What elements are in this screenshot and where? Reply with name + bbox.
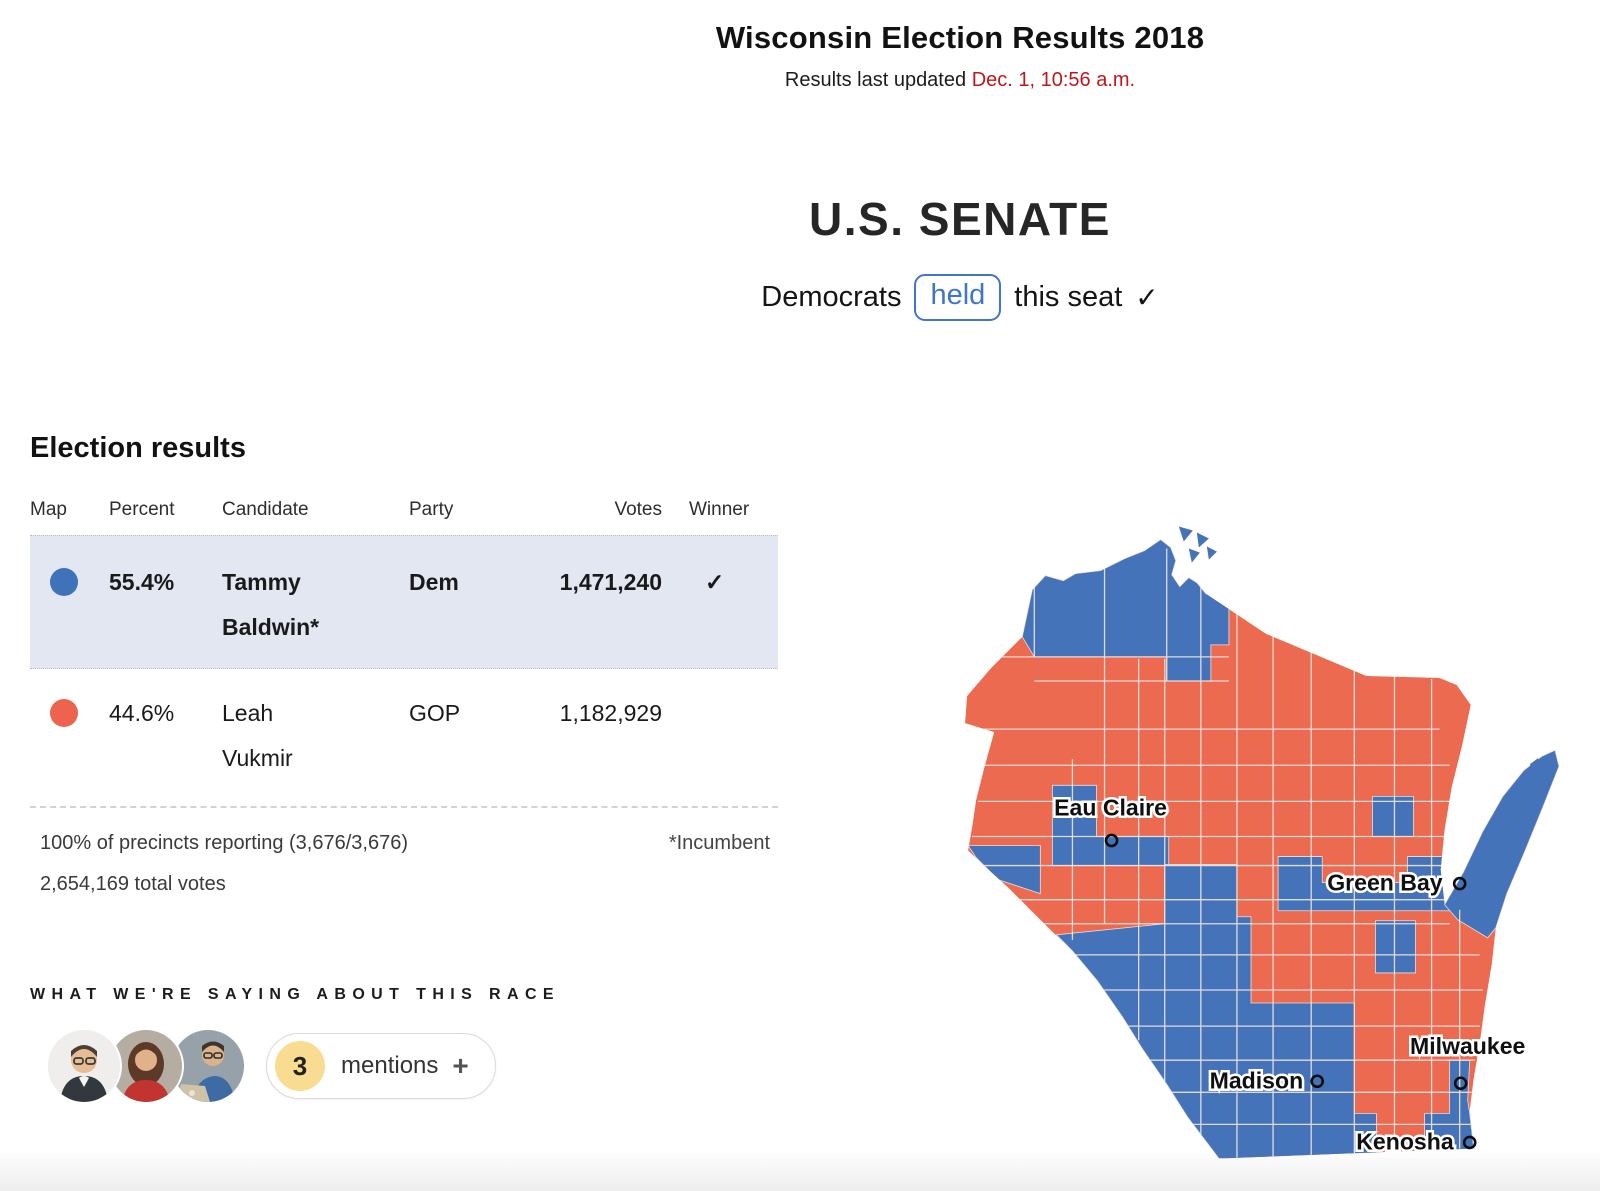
- city-label-eau-claire: Eau Claire: [1054, 794, 1167, 820]
- last-updated: Results last updated Dec. 1, 10:56 a.m.: [320, 69, 1600, 92]
- avatar-author-2[interactable]: [110, 1030, 182, 1102]
- city-label-milwaukee: Milwaukee: [1410, 1033, 1526, 1059]
- votes-value: 1,182,929: [559, 699, 662, 726]
- expand-plus-icon: +: [452, 1050, 469, 1081]
- county-borders: [968, 548, 1483, 1159]
- city-label-green-bay: Green Bay: [1327, 870, 1443, 896]
- commentary-heading: WHAT WE'RE SAYING ABOUT THIS RACE: [30, 986, 560, 1003]
- held-badge: held: [914, 274, 1002, 321]
- table-row-runnerup: 44.6% Leah Vukmir GOP 1,182,929: [30, 669, 778, 797]
- avatar-photo-man-laptop: [172, 1030, 244, 1102]
- party-value: GOP: [409, 699, 461, 726]
- race-status: Democrats held this seat ✓: [320, 274, 1600, 321]
- wisconsin-results-map[interactable]: Eau Claire Green Bay Milwaukee Madison K…: [938, 518, 1560, 1166]
- wisconsin-county-map[interactable]: Eau Claire Green Bay Milwaukee Madison K…: [938, 518, 1560, 1166]
- status-check-icon: ✓: [1135, 281, 1159, 313]
- city-label-madison: Madison: [1210, 1067, 1304, 1093]
- election-results-section: Election results Map Percent Candidate P…: [30, 432, 778, 896]
- commentary-section: WHAT WE'RE SAYING ABOUT THIS RACE: [30, 986, 770, 1102]
- table-row-winner: 55.4% Tammy Baldwin* Dem 1,471,240 ✓: [30, 535, 778, 669]
- precincts-note: 100% of precincts reporting (3,676/3,676…: [40, 832, 408, 855]
- city-marker-eau-claire: [1104, 833, 1119, 848]
- city-labels: Eau Claire Green Bay Milwaukee Madison K…: [1052, 792, 1528, 1157]
- page-title: Wisconsin Election Results 2018: [715, 20, 1205, 55]
- gop-map-dot: [50, 698, 78, 727]
- avatar-author-3[interactable]: [172, 1030, 244, 1102]
- city-marker-milwaukee: [1453, 1076, 1468, 1091]
- county-shape: [1375, 920, 1416, 974]
- col-header-map: Map: [30, 499, 67, 520]
- percent-value: 55.4%: [109, 569, 175, 595]
- mentions-label: mentions: [341, 1052, 439, 1079]
- page-header: Wisconsin Election Results 2018 Results …: [320, 0, 1600, 321]
- city-label-kenosha: Kenosha: [1356, 1128, 1454, 1154]
- candidate-name: Tammy Baldwin*: [222, 569, 320, 640]
- author-avatars[interactable]: [30, 1030, 244, 1102]
- county-shape: [1371, 795, 1414, 837]
- mentions-count-badge: 3: [275, 1041, 325, 1091]
- city-marker-green-bay: [1452, 876, 1467, 891]
- total-votes: 2,654,169 total votes: [40, 873, 226, 896]
- county-shape: [967, 845, 1041, 895]
- winner-check-icon: ✓: [705, 569, 725, 595]
- results-table-header: Map Percent Candidate Party Votes Winner: [30, 499, 778, 535]
- status-party: Democrats: [761, 280, 902, 313]
- col-header-candidate: Candidate: [222, 499, 309, 520]
- island-shapes: [1178, 526, 1542, 793]
- avatar-photo-man-suit: [48, 1030, 120, 1102]
- dem-counties[interactable]: [967, 539, 1559, 1161]
- city-marker-kenosha: [1462, 1135, 1477, 1150]
- col-header-party: Party: [409, 499, 454, 520]
- last-updated-time: Dec. 1, 10:56 a.m.: [971, 69, 1136, 91]
- incumbent-note: *Incumbent: [668, 832, 770, 855]
- footer-band: [0, 1153, 1600, 1191]
- votes-value: 1,471,240: [559, 569, 662, 595]
- last-updated-prefix: Results last updated: [784, 69, 967, 91]
- dem-map-dot: [50, 568, 78, 596]
- col-header-votes: Votes: [614, 499, 662, 520]
- col-header-winner: Winner: [689, 499, 750, 520]
- city-marker-madison: [1310, 1074, 1325, 1089]
- col-header-percent: Percent: [109, 499, 175, 520]
- candidate-name: Leah Vukmir: [222, 699, 293, 771]
- party-value: Dem: [409, 569, 459, 595]
- status-suffix: this seat: [1014, 280, 1123, 313]
- race-title: U.S. SENATE: [809, 193, 1111, 245]
- county-shape: [1444, 749, 1559, 939]
- county-shape: [1424, 1059, 1475, 1154]
- avatar-photo-woman-red: [110, 1030, 182, 1102]
- results-heading: Election results: [30, 432, 246, 464]
- mentions-pill-button[interactable]: 3 mentions +: [266, 1033, 496, 1099]
- dashed-divider: [30, 806, 778, 809]
- percent-value: 44.6%: [109, 699, 175, 726]
- avatar-author-1[interactable]: [48, 1030, 120, 1102]
